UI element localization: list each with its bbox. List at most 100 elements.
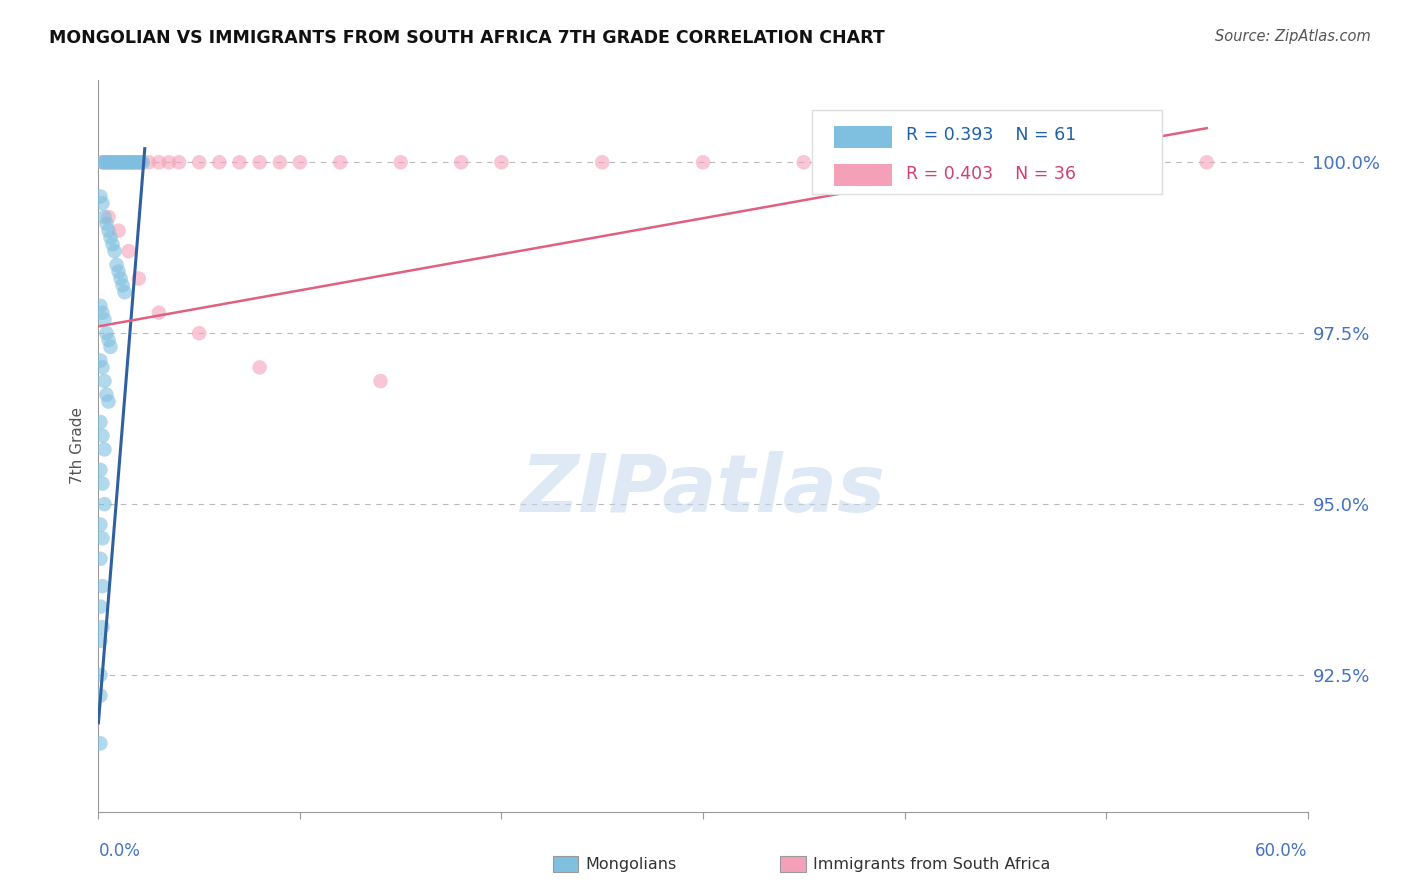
Point (100, 230, 122, 244)
Point (118, 244, 141, 259)
Text: MONGOLIAN VS IMMIGRANTS FROM SOUTH AFRICA 7TH GRADE CORRELATION CHART: MONGOLIAN VS IMMIGRANTS FROM SOUTH AFRIC… (49, 29, 884, 46)
Point (89, 299, 111, 313)
Point (91, 155, 114, 169)
Text: ZIPatlas: ZIPatlas (520, 450, 886, 529)
Point (450, 155, 472, 169)
Point (97, 210, 120, 224)
Point (107, 155, 129, 169)
Point (96, 388, 118, 402)
Point (793, 155, 815, 169)
Point (128, 155, 150, 169)
Point (89, 353, 111, 368)
Point (188, 326, 211, 341)
Point (91, 429, 114, 443)
Point (96, 155, 118, 169)
Point (100, 155, 122, 169)
Point (89, 668, 111, 682)
Point (89, 599, 111, 614)
FancyBboxPatch shape (834, 126, 891, 147)
Point (107, 155, 129, 169)
Point (97, 333, 120, 347)
Point (103, 155, 125, 169)
Point (110, 271, 132, 285)
Point (105, 258, 128, 272)
FancyBboxPatch shape (811, 110, 1163, 194)
Point (89, 633, 111, 648)
Point (107, 224, 129, 238)
Point (148, 155, 170, 169)
Point (89, 189, 111, 203)
Point (100, 155, 122, 169)
Point (105, 155, 128, 169)
Text: 0.0%: 0.0% (98, 842, 141, 860)
Point (91, 196, 114, 211)
Point (97, 224, 120, 238)
Point (96, 217, 118, 231)
Point (132, 155, 155, 169)
Point (93, 312, 115, 326)
Point (91, 579, 114, 593)
Point (89, 689, 111, 703)
Point (115, 155, 138, 169)
Text: 60.0%: 60.0% (1256, 842, 1308, 860)
Point (114, 285, 136, 300)
Point (1195, 155, 1218, 169)
Point (101, 155, 124, 169)
Point (121, 155, 143, 169)
Text: Immigrants from South Africa: Immigrants from South Africa (813, 857, 1050, 871)
Point (103, 155, 125, 169)
Point (491, 155, 513, 169)
Point (692, 155, 714, 169)
Point (249, 360, 271, 375)
Text: R = 0.393    N = 61: R = 0.393 N = 61 (905, 126, 1077, 145)
Point (91, 360, 114, 375)
Point (101, 237, 124, 252)
Point (269, 155, 291, 169)
Point (97, 394, 120, 409)
Point (115, 155, 138, 169)
Point (124, 155, 146, 169)
Point (208, 155, 231, 169)
Point (97, 155, 120, 169)
Point (148, 306, 170, 320)
Point (167, 155, 190, 169)
Point (91, 476, 114, 491)
Point (100, 340, 122, 354)
Point (329, 155, 352, 169)
Point (96, 155, 118, 169)
Point (157, 155, 180, 169)
Point (89, 551, 111, 566)
Point (96, 326, 118, 341)
Point (93, 442, 115, 457)
Point (125, 155, 148, 169)
Point (124, 155, 146, 169)
Point (89, 415, 111, 429)
Point (120, 155, 142, 169)
Text: R = 0.403    N = 36: R = 0.403 N = 36 (905, 165, 1076, 183)
Point (288, 155, 311, 169)
Point (89, 736, 111, 750)
Point (114, 155, 136, 169)
FancyBboxPatch shape (834, 164, 891, 186)
Point (118, 155, 141, 169)
Point (89, 463, 111, 477)
Point (110, 155, 132, 169)
Point (389, 155, 412, 169)
Point (93, 374, 115, 388)
Point (103, 244, 125, 259)
Text: Source: ZipAtlas.com: Source: ZipAtlas.com (1215, 29, 1371, 44)
Point (111, 155, 134, 169)
Point (111, 155, 134, 169)
Point (129, 155, 152, 169)
Point (111, 278, 134, 293)
Y-axis label: 7th Grade: 7th Grade (70, 408, 86, 484)
Point (138, 155, 160, 169)
Point (91, 620, 114, 634)
Point (188, 155, 211, 169)
Point (120, 155, 142, 169)
Point (91, 306, 114, 320)
Point (93, 210, 115, 224)
Text: Mongolians: Mongolians (585, 857, 676, 871)
Point (228, 155, 250, 169)
Point (91, 531, 114, 545)
